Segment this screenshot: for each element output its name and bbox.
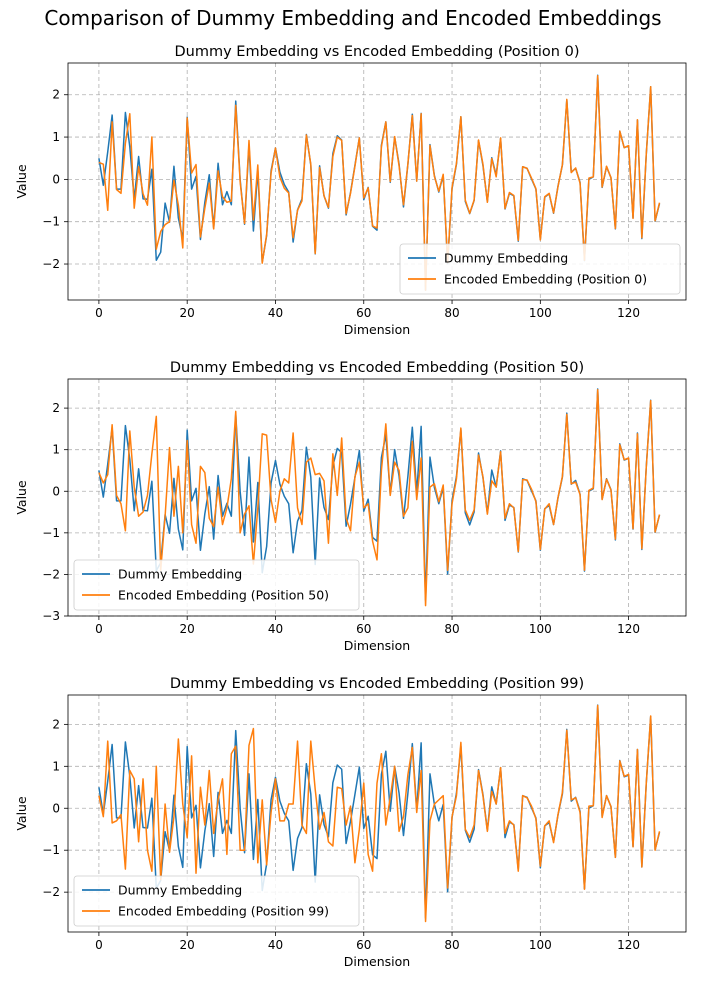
axes-frame [67, 694, 687, 933]
x-tick-label: 120 [617, 306, 640, 320]
series-line-encoded [98, 74, 661, 292]
x-tick-label: 100 [529, 622, 552, 636]
y-tick-label: −1 [42, 215, 60, 229]
y-tick-label: −2 [42, 257, 60, 271]
legend-label: Encoded Embedding (Position 0) [444, 272, 647, 287]
legend-label: Dummy Embedding [444, 251, 568, 266]
y-tick-label: −1 [42, 843, 60, 857]
figure-title: Comparison of Dummy Embedding and Encode… [44, 6, 662, 30]
x-tick-label: 40 [268, 622, 283, 636]
legend-box [73, 875, 360, 927]
legend-box [399, 243, 681, 295]
x-tick-label: 120 [617, 622, 640, 636]
x-tick-label: 20 [180, 938, 195, 952]
y-tick-label: −2 [42, 885, 60, 899]
y-tick-label: 1 [52, 759, 60, 773]
y-tick-label: −1 [42, 526, 60, 540]
y-axis-label: Value [14, 796, 29, 831]
y-axis-label: Value [14, 480, 29, 515]
x-tick-label: 60 [356, 938, 371, 952]
y-tick-label: 1 [52, 443, 60, 457]
chart-title: Dummy Embedding vs Encoded Embedding (Po… [170, 676, 584, 692]
legend-label: Dummy Embedding [118, 567, 242, 582]
x-tick-label: 120 [617, 938, 640, 952]
x-tick-label: 40 [268, 938, 283, 952]
x-tick-label: 20 [180, 622, 195, 636]
chart-panel-position-0: Dummy Embedding vs Encoded Embedding (Po… [14, 44, 687, 337]
y-tick-label: 2 [52, 88, 60, 102]
legend-label: Encoded Embedding (Position 99) [118, 904, 329, 919]
x-tick-label: 100 [529, 306, 552, 320]
y-tick-label: −3 [42, 609, 60, 623]
x-tick-label: 20 [180, 306, 195, 320]
series-line-encoded [98, 704, 661, 923]
x-tick-label: 80 [444, 306, 459, 320]
x-tick-label: 40 [268, 306, 283, 320]
legend-label: Dummy Embedding [118, 883, 242, 898]
chart-title: Dummy Embedding vs Encoded Embedding (Po… [170, 360, 584, 376]
legend: Dummy Embedding Encoded Embedding (Positi… [399, 243, 681, 295]
y-tick-label: 0 [52, 801, 60, 815]
legend-box [73, 559, 360, 611]
x-tick-label: 80 [444, 938, 459, 952]
y-axis-label: Value [14, 164, 29, 199]
x-tick-label: 0 [95, 938, 103, 952]
chart-panel-position-50: Dummy Embedding vs Encoded Embedding (Po… [14, 360, 687, 653]
y-tick-label: 0 [52, 484, 60, 498]
legend-label: Encoded Embedding (Position 50) [118, 588, 329, 603]
x-tick-label: 100 [529, 938, 552, 952]
x-axis-label: Dimension [344, 322, 410, 337]
y-tick-label: 1 [52, 130, 60, 144]
legend: Dummy Embedding Encoded Embedding (Positi… [73, 559, 360, 611]
series-line-encoded [98, 389, 661, 607]
x-axis-label: Dimension [344, 638, 410, 653]
legend: Dummy Embedding Encoded Embedding (Positi… [73, 875, 360, 927]
x-tick-label: 60 [356, 622, 371, 636]
y-tick-label: 2 [52, 401, 60, 415]
x-tick-label: 0 [95, 306, 103, 320]
axes-frame [67, 62, 687, 301]
y-tick-label: 0 [52, 172, 60, 186]
x-tick-label: 0 [95, 622, 103, 636]
x-tick-label: 80 [444, 622, 459, 636]
chart-panel-position-99: Dummy Embedding vs Encoded Embedding (Po… [14, 676, 687, 969]
axes-frame [67, 378, 687, 617]
x-tick-label: 60 [356, 306, 371, 320]
y-tick-label: 2 [52, 717, 60, 731]
y-tick-label: −2 [42, 567, 60, 581]
x-axis-label: Dimension [344, 954, 410, 969]
chart-title: Dummy Embedding vs Encoded Embedding (Po… [175, 44, 580, 60]
